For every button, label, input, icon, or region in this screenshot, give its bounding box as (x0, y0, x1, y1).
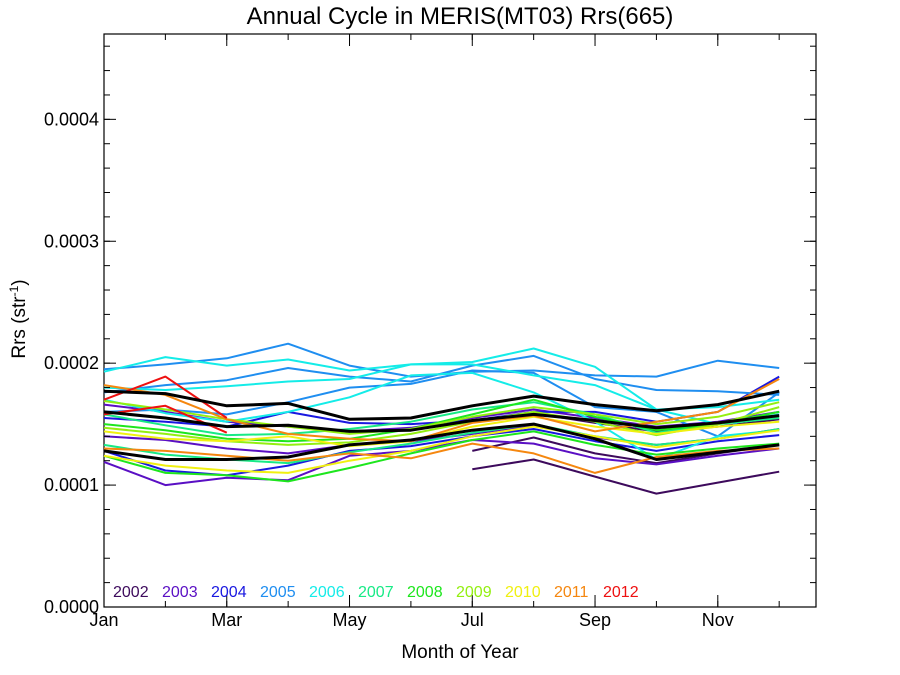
legend-item-2012: 2012 (603, 584, 639, 601)
x-tick-label-2: May (333, 610, 367, 630)
legend: 2002 2003 2004 2005 2006 2007 2008 2009 2010 2011… (113, 584, 639, 601)
y-axis-label-end: ) (9, 279, 30, 285)
series-line-22 (103, 378, 780, 443)
series-line-8 (103, 342, 780, 378)
series-line-28 (103, 422, 780, 461)
legend-item-2004: 2004 (211, 584, 247, 601)
series-line-27 (103, 410, 780, 433)
x-tick-label-0: Jan (89, 610, 118, 630)
y-axis-label-superscript: -1 (7, 285, 21, 296)
legend-item-2005: 2005 (260, 584, 296, 601)
legend-item-2002: 2002 (113, 584, 149, 601)
series-line-23 (103, 442, 780, 474)
y-axis-label: Rrs (str-1) (7, 279, 30, 358)
series-line-20 (103, 425, 780, 474)
y-tick-label-0: 0.0000 (44, 597, 99, 617)
legend-item-2003: 2003 (162, 584, 198, 601)
series-line-14 (103, 401, 780, 437)
chart-title: Annual Cycle in MERIS(MT03) Rrs(665) (247, 3, 674, 30)
series-line-19 (103, 400, 780, 435)
plot-area: Jan Mar May Jul Sep Nov 0.00000.00010.00020.0… (44, 33, 817, 630)
x-tick-label-4: Sep (579, 610, 611, 630)
x-tick-label-1: Mar (211, 610, 242, 630)
series-line-10 (103, 369, 780, 438)
series-line-3 (103, 439, 780, 487)
legend-item-2007: 2007 (358, 584, 394, 601)
series-line-16 (103, 398, 780, 443)
series-layer (103, 342, 780, 495)
x-axis-label: Month of Year (401, 642, 519, 663)
legend-item-2006: 2006 (309, 584, 345, 601)
legend-item-2009: 2009 (456, 584, 492, 601)
legend-item-2010: 2010 (505, 584, 541, 601)
legend-item-2011: 2011 (554, 584, 589, 601)
x-tick-label-3: Jul (461, 610, 484, 630)
x-ticks: Jan Mar May Jul Sep Nov (89, 34, 780, 630)
y-tick-label-2: 0.0002 (44, 353, 99, 373)
series-line-17 (103, 430, 780, 483)
y-axis-label-main: Rrs (str (9, 296, 30, 359)
plot-frame (103, 33, 817, 608)
series-line-0 (472, 458, 780, 495)
legend-item-2008: 2008 (407, 584, 443, 601)
series-line-26 (103, 389, 780, 421)
y-tick-label-3: 0.0003 (44, 231, 99, 251)
x-tick-label-5: Nov (702, 610, 734, 630)
y-tick-label-1: 0.0001 (44, 475, 99, 495)
y-ticks: 0.0000 0.0001 0.0002 0.0003 0.0004 (44, 45, 816, 617)
series-line-12 (103, 363, 780, 426)
y-tick-label-4: 0.0004 (44, 109, 99, 129)
